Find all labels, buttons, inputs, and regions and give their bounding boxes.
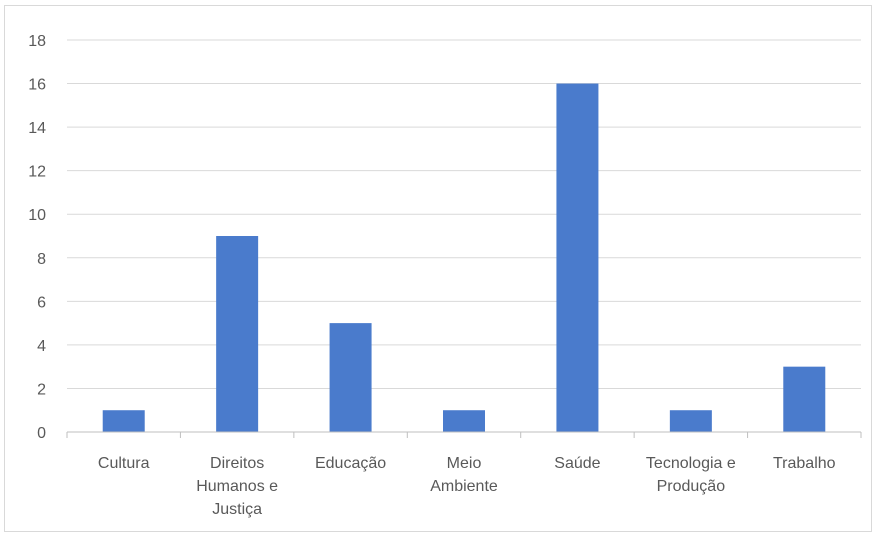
y-tick-label: 18 [28, 33, 46, 50]
x-tick-label-line: Humanos e [196, 478, 278, 495]
x-tick-label-line: Produção [657, 478, 726, 495]
x-tick-label-line: Saúde [554, 455, 600, 472]
bar [669, 410, 712, 432]
x-tick-label-line: Justiça [212, 501, 262, 518]
y-tick-label: 16 [28, 77, 46, 94]
x-tick-label-line: Ambiente [430, 478, 498, 495]
x-tick-label: Meio Ambiente [430, 455, 498, 495]
y-tick-label: 0 [37, 425, 46, 442]
x-tick-label: Direitos Humanos e Justiça [196, 455, 278, 518]
x-tick-label-line: Tecnologia e [646, 455, 736, 472]
x-axis [66, 431, 862, 438]
bar [329, 323, 372, 432]
x-tick-label-line: Educação [315, 455, 386, 472]
y-tick-label: 6 [37, 294, 46, 311]
y-tick-label: 2 [37, 381, 46, 398]
x-tick-label: Tecnologia e Produção [646, 455, 736, 495]
x-tick-label: Trabalho [773, 455, 836, 472]
bar [783, 366, 826, 432]
bars [102, 83, 826, 433]
x-axis-tick-labels: Cultura Direitos Humanos e Justiça Educação M… [98, 455, 836, 518]
x-tick-label-line: Direitos [210, 455, 264, 472]
y-tick-label: 4 [37, 338, 46, 355]
bar [216, 236, 259, 432]
y-tick-label: 14 [28, 120, 46, 137]
bar [443, 410, 485, 432]
bar [556, 83, 599, 433]
x-tick-label: Educação [315, 455, 386, 472]
bar [102, 410, 145, 432]
x-tick-label-line: Cultura [98, 455, 150, 472]
y-axis-tick-labels: 0 2 4 6 8 10 12 14 16 18 [28, 33, 46, 442]
y-tick-label: 10 [28, 207, 46, 224]
chart-area: 0 2 4 6 8 10 12 14 16 18 Cultura Direitos Humanos e… [4, 5, 872, 532]
x-tick-label: Cultura [98, 455, 150, 472]
gridlines [67, 39, 861, 389]
x-tick-label: Saúde [554, 455, 600, 472]
x-tick-label-line: Meio [447, 455, 482, 472]
x-tick-label-line: Trabalho [773, 455, 836, 472]
bar-chart: 0 2 4 6 8 10 12 14 16 18 Cultura Direitos Humanos e… [28, 33, 862, 518]
y-tick-label: 8 [37, 251, 46, 268]
y-tick-label: 12 [28, 164, 46, 181]
